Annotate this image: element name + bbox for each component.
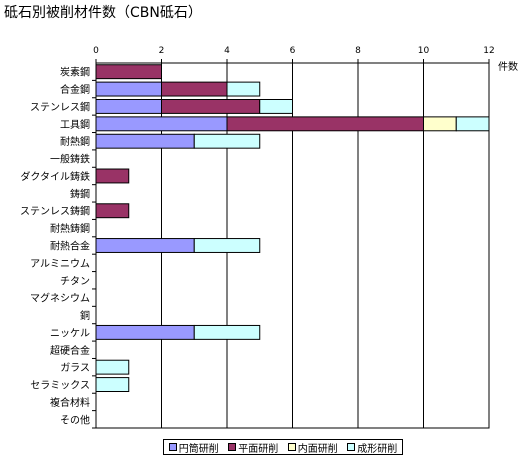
bar-segment (95, 203, 130, 219)
legend-label: 成形研削 (357, 443, 398, 455)
x-tick-label: 4 (224, 46, 230, 56)
category-label: ニッケル (50, 327, 90, 339)
category-label: 耐熱鋼 (60, 135, 90, 148)
category-label: チタン (60, 275, 90, 287)
bar-segment (193, 238, 261, 253)
axis-layer: 0 2 4 6 8 10 12 炭素鋼合金鋼ステンレス鋼工具鋼耐熱鋼一般鋳鉄ダクタイル鋳鉄鋳鋼… (20, 46, 495, 429)
bar-segment (259, 99, 293, 114)
category-label: 耐熱合金 (50, 240, 90, 253)
bar-segment (95, 116, 228, 132)
bar-segment (95, 324, 195, 340)
bar-segment (95, 168, 130, 184)
x-axis-label: 件数 (498, 60, 518, 73)
category-label: 銅 (80, 309, 90, 322)
bar-segment (161, 81, 228, 97)
category-label: マグネシウム (30, 292, 90, 305)
legend-item: 平面研削 (228, 440, 278, 455)
bar-segment (193, 324, 261, 340)
x-tick-label: 12 (483, 46, 494, 56)
category-label: ダクタイル鋳鉄 (20, 170, 90, 183)
legend-label: 平面研削 (238, 443, 279, 455)
legend-label: 円筒研削 (178, 443, 219, 455)
x-tick-label: 2 (159, 46, 165, 56)
bar-segment (95, 81, 162, 97)
category-label: アルミニウム (30, 258, 90, 270)
bar-segment (423, 116, 457, 132)
category-label: 炭素鋼 (60, 66, 90, 79)
bar-segment (95, 133, 195, 149)
bar-segment (161, 99, 261, 114)
category-label: その他 (60, 413, 90, 426)
legend-swatch (168, 443, 177, 451)
x-tick-label: 0 (93, 46, 99, 56)
category-label: 合金鋼 (60, 83, 90, 96)
chart-title: 砥石別被削材件数（CBN砥石） (4, 5, 202, 21)
x-tick-label: 6 (290, 46, 296, 56)
x-tick-label: 8 (355, 46, 361, 56)
bar-segment (95, 377, 130, 393)
bar-segment (95, 359, 130, 375)
legend: 円筒研削 平面研削 内面研削 成形研削 (163, 439, 403, 455)
bar-layer (95, 64, 490, 393)
legend-label: 内面研削 (297, 443, 338, 455)
legend-swatch (287, 443, 296, 451)
legend-swatch (228, 443, 237, 451)
bar-segment (95, 99, 162, 114)
category-label: 工具鋼 (60, 118, 90, 131)
bar-segment (95, 64, 162, 80)
bar-segment (226, 116, 424, 132)
category-label: 一般鋳鉄 (50, 153, 90, 166)
x-tick-label: 10 (418, 46, 430, 56)
category-label: ステンレス鋳鋼 (20, 205, 90, 218)
bar-segment (193, 133, 261, 149)
category-label: セラミックス (30, 380, 90, 392)
category-label: 耐熱鋳鋼 (50, 222, 90, 235)
bar-segment (95, 238, 195, 253)
legend-swatch (347, 443, 356, 451)
legend-item: 内面研削 (287, 440, 338, 455)
bar-segment (226, 81, 261, 97)
legend-item: 成形研削 (347, 440, 397, 455)
category-label: ステンレス鋼 (30, 100, 90, 113)
category-label: 鋳鋼 (70, 187, 90, 200)
category-label: 超硬合金 (50, 344, 90, 357)
legend-item: 円筒研削 (168, 440, 219, 455)
bar-segment (455, 116, 490, 132)
category-label: ガラス (60, 362, 90, 374)
category-label: 複合材料 (50, 396, 90, 409)
